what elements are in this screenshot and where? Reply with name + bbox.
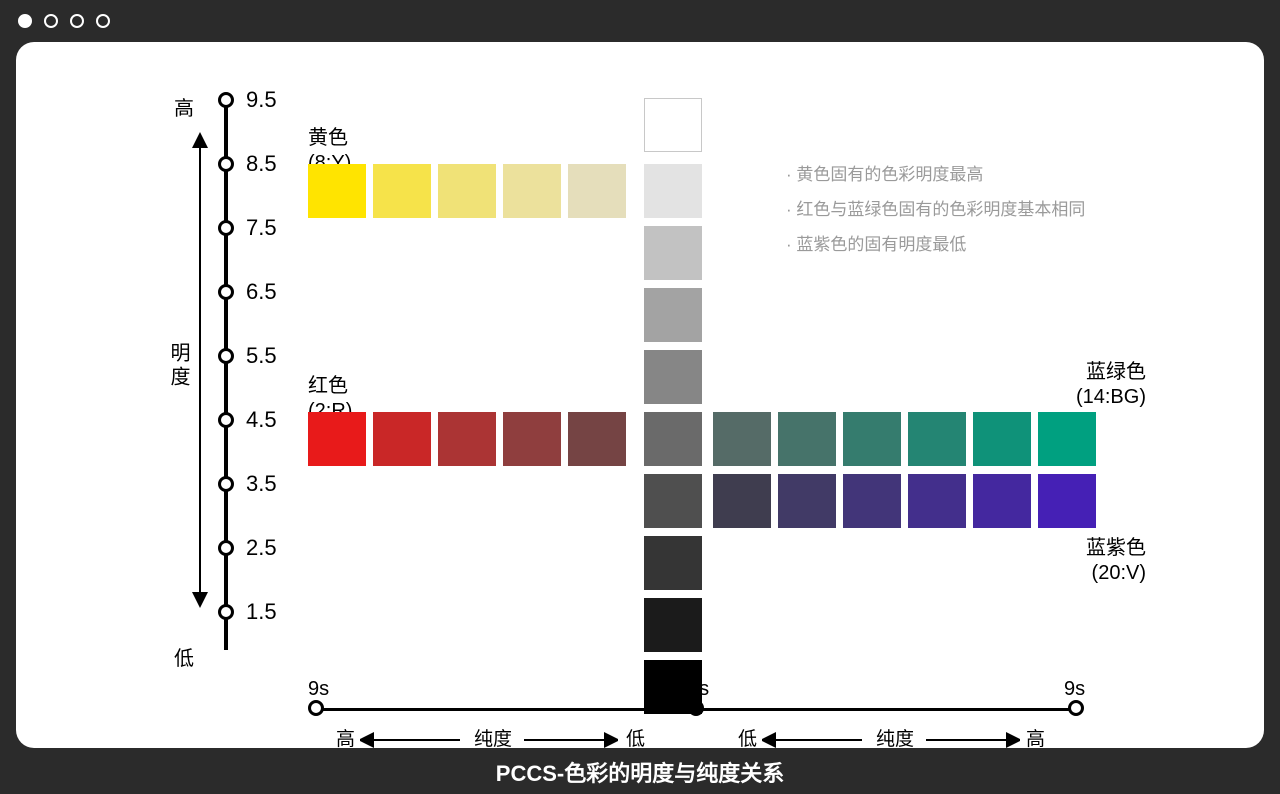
pager-dots xyxy=(18,14,110,28)
presentation-frame: 高 低 明度 黄色 (8:Y) 红色 (2:R) xyxy=(16,8,1264,748)
y-tick-label: 9.5 xyxy=(246,87,277,113)
y-axis-top-label: 高 xyxy=(174,92,194,121)
x-tick-label-right: 9s xyxy=(1064,678,1085,701)
neutral-swatch xyxy=(644,350,702,404)
x-right-high: 高 xyxy=(1026,724,1045,751)
neutral-swatch xyxy=(644,226,702,280)
x-tick-left xyxy=(308,700,324,716)
x-tick-right xyxy=(1068,700,1084,716)
y-tick-label: 5.5 xyxy=(246,343,277,369)
red-series-name: 红色 xyxy=(308,375,348,397)
violet-series-name: 蓝紫色 xyxy=(1086,537,1146,559)
neutral-swatch xyxy=(644,412,702,466)
bg-series-name: 蓝绿色 xyxy=(1086,361,1146,383)
pager-dot-3[interactable] xyxy=(70,14,84,28)
y-axis-arrow xyxy=(192,130,208,610)
yellow-series-name: 黄色 xyxy=(308,127,348,149)
color-swatch xyxy=(973,412,1031,466)
color-swatch xyxy=(373,164,431,218)
x-tick-label-left: 9s xyxy=(308,678,329,701)
neutral-swatch xyxy=(644,98,702,152)
diagram-card: 高 低 明度 黄色 (8:Y) 红色 (2:R) xyxy=(16,42,1264,748)
y-tick-label: 1.5 xyxy=(246,599,277,625)
y-tick-label: 4.5 xyxy=(246,407,277,433)
color-swatch xyxy=(713,474,771,528)
violet-series-code: (20:V) xyxy=(1092,562,1146,584)
y-tick-label: 6.5 xyxy=(246,279,277,305)
y-tick xyxy=(218,604,234,620)
x-arrow-right-1 xyxy=(762,732,872,748)
y-tick xyxy=(218,412,234,428)
color-swatch xyxy=(713,412,771,466)
notes-block: · 黄色固有的色彩明度最高 · 红色与蓝绿色固有的色彩明度基本相同 · 蓝紫色的… xyxy=(786,160,1085,265)
color-swatch xyxy=(568,412,626,466)
y-tick xyxy=(218,348,234,364)
slide-caption: PCCS-色彩的明度与纯度关系 xyxy=(0,756,1280,788)
y-tick xyxy=(218,540,234,556)
color-swatch xyxy=(308,164,366,218)
x-right-mid: 纯度 xyxy=(876,724,914,751)
neutral-swatch xyxy=(644,288,702,342)
x-left-mid: 纯度 xyxy=(474,724,512,751)
color-swatch xyxy=(503,412,561,466)
color-swatch xyxy=(438,412,496,466)
neutral-swatch xyxy=(644,660,702,714)
x-left-high: 高 xyxy=(336,724,355,751)
y-axis-line xyxy=(224,100,228,650)
y-axis-bottom-label: 低 xyxy=(174,642,194,671)
pager-dot-4[interactable] xyxy=(96,14,110,28)
x-right-low: 低 xyxy=(738,724,757,751)
violet-series-label: 蓝紫色 (20:V) xyxy=(1036,536,1146,586)
pager-dot-2[interactable] xyxy=(44,14,58,28)
neutral-swatch xyxy=(644,164,702,218)
y-tick-label: 8.5 xyxy=(246,151,277,177)
bg-series-code: (14:BG) xyxy=(1076,386,1146,408)
color-swatch xyxy=(308,412,366,466)
color-swatch xyxy=(438,164,496,218)
color-swatch xyxy=(568,164,626,218)
note-3: · 蓝紫色的固有明度最低 xyxy=(786,230,1085,255)
color-swatch xyxy=(908,474,966,528)
y-tick-label: 3.5 xyxy=(246,471,277,497)
y-tick-label: 2.5 xyxy=(246,535,277,561)
x-arrow-left-2 xyxy=(518,732,618,748)
color-swatch xyxy=(973,474,1031,528)
y-tick xyxy=(218,476,234,492)
neutral-swatch xyxy=(644,536,702,590)
color-swatch xyxy=(1038,412,1096,466)
color-swatch xyxy=(503,164,561,218)
note-1: · 黄色固有的色彩明度最高 xyxy=(786,160,1085,185)
y-tick xyxy=(218,220,234,236)
color-swatch xyxy=(373,412,431,466)
y-tick xyxy=(218,92,234,108)
bg-series-label: 蓝绿色 (14:BG) xyxy=(1036,360,1146,410)
diagram-canvas: 高 低 明度 黄色 (8:Y) 红色 (2:R) xyxy=(16,42,1264,748)
note-2: · 红色与蓝绿色固有的色彩明度基本相同 xyxy=(786,195,1085,220)
pager-dot-1[interactable] xyxy=(18,14,32,28)
color-swatch xyxy=(1038,474,1096,528)
color-swatch xyxy=(908,412,966,466)
color-swatch xyxy=(843,412,901,466)
neutral-swatch xyxy=(644,598,702,652)
y-tick xyxy=(218,284,234,300)
x-arrow-left-1 xyxy=(360,732,470,748)
color-swatch xyxy=(843,474,901,528)
y-tick-label: 7.5 xyxy=(246,215,277,241)
neutral-swatch xyxy=(644,474,702,528)
y-tick xyxy=(218,156,234,172)
y-axis-title: 明度 xyxy=(164,342,193,390)
x-left-low: 低 xyxy=(626,724,645,751)
color-swatch xyxy=(778,412,836,466)
x-arrow-right-2 xyxy=(920,732,1020,748)
color-swatch xyxy=(778,474,836,528)
